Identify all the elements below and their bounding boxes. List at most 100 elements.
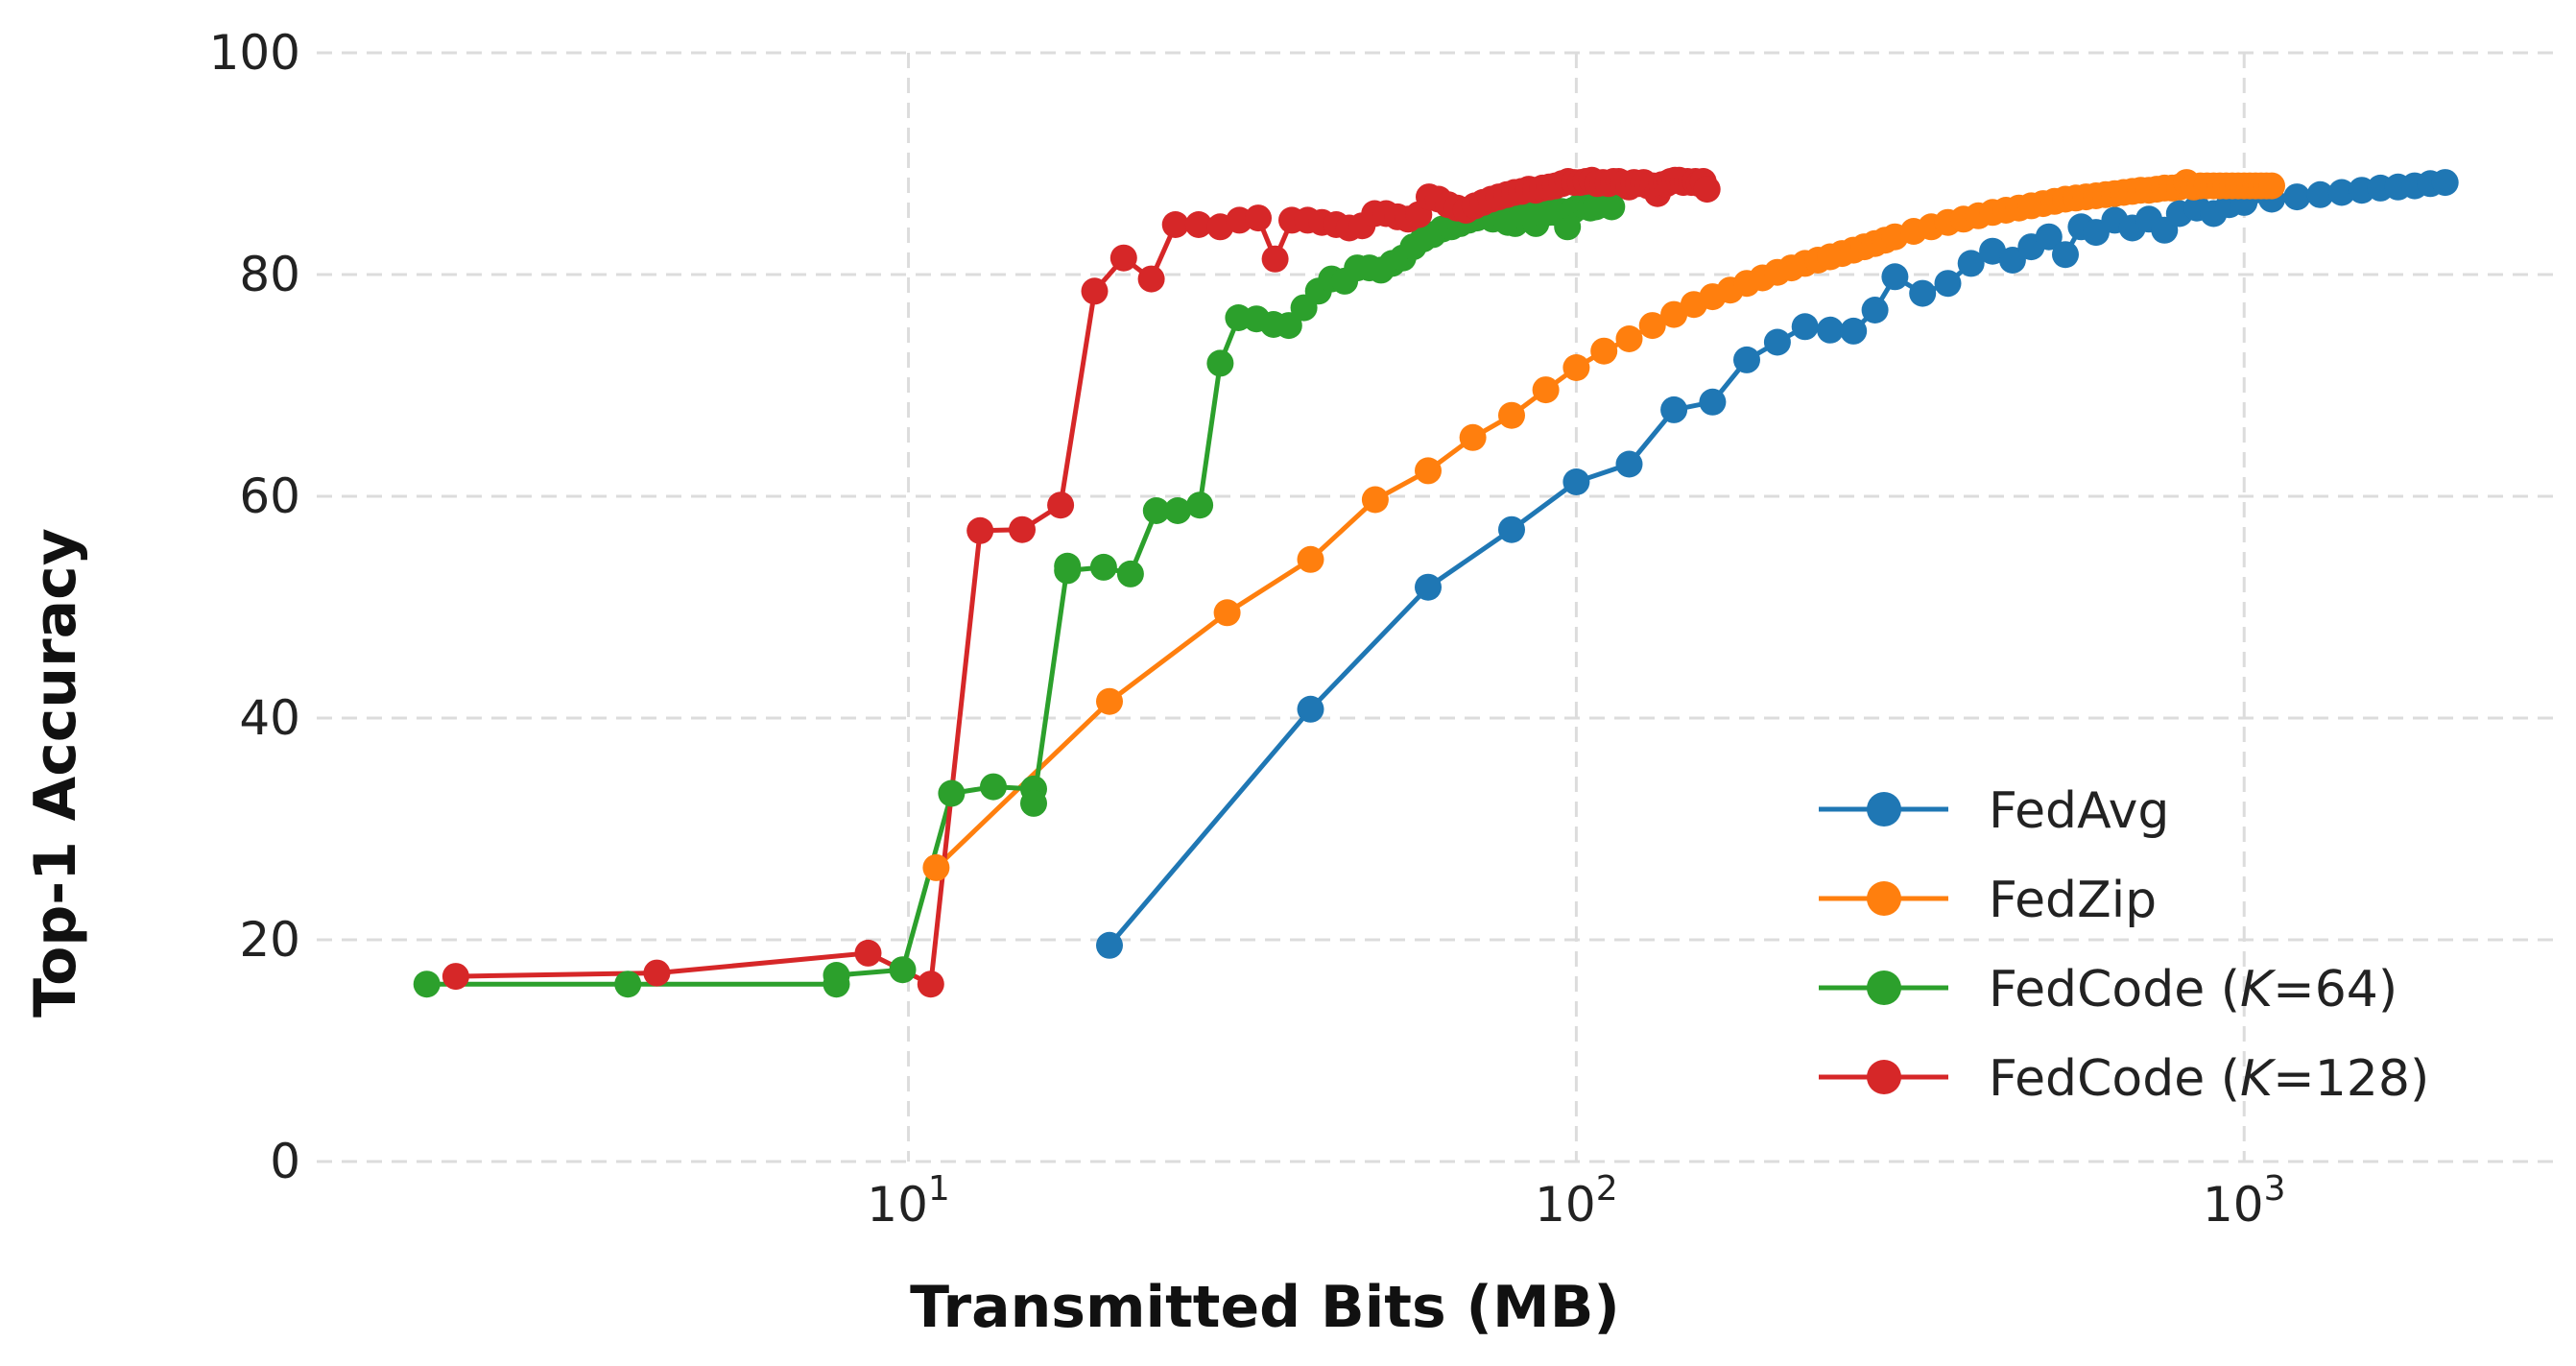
- data-point-fedzip: [922, 853, 950, 881]
- legend-label-fedcode-k64: FedCode (K=64): [1989, 961, 2397, 1019]
- data-point-fedavg: [1817, 316, 1844, 344]
- x-tick-labels: 101 102 103: [867, 1169, 2285, 1233]
- data-point-fedcode-k-64: [614, 971, 642, 998]
- y-axis-title: Top-1 Accuracy: [22, 528, 89, 1018]
- data-point-fedzip: [1498, 401, 1525, 429]
- data-point-fedzip: [1660, 300, 1688, 328]
- data-point-fedzip: [1213, 599, 1241, 627]
- data-point-fedavg: [1733, 346, 1760, 373]
- data-point-fedzip: [1615, 325, 1643, 352]
- data-point-fedcode-k-64: [1206, 349, 1234, 377]
- data-point-fedavg: [1096, 931, 1123, 959]
- series-points-fedavg: [1096, 169, 2459, 959]
- data-point-fedcode-k-64: [1142, 497, 1170, 524]
- legend-label-fedavg: FedAvg: [1989, 782, 2169, 840]
- data-point-fedcode-k-64: [1054, 557, 1082, 585]
- data-point-fedavg: [2283, 183, 2311, 211]
- data-point-fedcode-k-128: [1137, 265, 1165, 293]
- data-point-fedcode-k-128: [1184, 211, 1212, 238]
- data-point-fedcode-k-64: [1275, 312, 1302, 340]
- data-point-fedcode-k-128: [1245, 204, 1272, 232]
- data-point-fedcode-k-64: [1116, 560, 1144, 587]
- y-tick-label-40: 40: [239, 690, 300, 746]
- data-point-fedcode-k-128: [854, 939, 882, 967]
- data-point-fedcode-k-128: [441, 963, 469, 991]
- data-point-fedzip: [1590, 337, 1618, 365]
- legend-marker-fedcode-k64: [1867, 971, 1901, 1005]
- data-point-fedavg: [1763, 328, 1791, 356]
- data-point-fedcode-k-64: [1020, 789, 1047, 817]
- data-point-fedcode-k-64: [1598, 193, 1626, 221]
- data-point-fedcode-k-128: [966, 516, 994, 544]
- y-tick-label-100: 100: [209, 25, 300, 81]
- x-tick-label-1000: 103: [2203, 1169, 2286, 1233]
- data-point-fedzip: [1562, 354, 1590, 381]
- data-point-fedzip: [1459, 423, 1487, 451]
- data-point-fedcode-k-64: [889, 956, 917, 984]
- data-point-fedcode-k-128: [1109, 244, 1137, 272]
- legend-item-fedavg: FedAvg: [1819, 782, 2169, 840]
- data-point-fedavg: [1909, 279, 1937, 307]
- data-point-fedzip: [1638, 312, 1666, 340]
- data-point-fedavg: [2431, 169, 2459, 197]
- data-point-fedavg: [1660, 395, 1688, 423]
- legend-marker-fedcode-k128: [1867, 1060, 1901, 1094]
- data-point-fedzip: [1096, 687, 1123, 715]
- data-point-fedavg: [1998, 247, 2026, 274]
- series-points-fedcode-k-64: [413, 191, 1626, 998]
- data-point-fedavg: [1562, 468, 1590, 495]
- data-point-fedavg: [1934, 270, 1962, 298]
- legend-item-fedcode-k64: FedCode (K=64): [1819, 961, 2397, 1019]
- data-point-fedavg: [1861, 297, 1889, 324]
- data-point-fedcode-k-64: [1164, 497, 1192, 524]
- data-point-fedavg: [1498, 515, 1525, 543]
- legend: FedAvg FedZip FedCode (K=64) FedCode (K=…: [1819, 782, 2429, 1108]
- data-point-fedavg: [2327, 179, 2355, 206]
- data-point-fedcode-k-64: [938, 779, 966, 807]
- y-tick-label-0: 0: [270, 1134, 300, 1189]
- data-point-fedcode-k-64: [1089, 553, 1117, 581]
- data-point-fedcode-k-64: [980, 773, 1007, 801]
- data-point-fedavg: [2035, 223, 2063, 251]
- y-tick-labels: 0 20 40 60 80 100: [209, 25, 300, 1189]
- data-point-fedcode-k-64: [413, 971, 441, 998]
- data-point-fedcode-k-128: [1047, 491, 1075, 519]
- y-tick-label-60: 60: [239, 468, 300, 524]
- series-line-fedzip: [934, 180, 2272, 870]
- data-point-fedavg: [1791, 313, 1819, 341]
- series-points-fedzip: [922, 169, 2285, 881]
- data-point-fedcode-k-64: [823, 962, 850, 989]
- data-point-fedavg: [1699, 388, 1727, 416]
- series-points-fedcode-k-128: [441, 166, 1721, 998]
- data-point-fedavg: [2306, 180, 2334, 208]
- x-tick-label-10: 101: [867, 1169, 950, 1233]
- data-point-fedavg: [2052, 241, 2079, 269]
- legend-marker-fedzip: [1867, 881, 1901, 916]
- data-point-fedcode-k-128: [643, 959, 671, 987]
- data-point-fedavg: [1415, 573, 1442, 601]
- legend-item-fedzip: FedZip: [1819, 872, 2157, 929]
- data-point-fedzip: [1532, 376, 1560, 404]
- x-axis-title: Transmitted Bits (MB): [910, 1274, 1620, 1341]
- series-points: [413, 166, 2459, 998]
- data-point-fedcode-k-128: [1693, 176, 1721, 204]
- legend-label-fedcode-k128: FedCode (K=128): [1989, 1050, 2429, 1108]
- series-line-fedcode-k-128: [455, 178, 1709, 987]
- x-tick-label-100: 102: [1535, 1169, 1618, 1233]
- data-point-fedavg: [1957, 250, 1985, 277]
- y-tick-label-20: 20: [239, 912, 300, 968]
- data-point-fedzip: [1361, 486, 1389, 514]
- data-point-fedcode-k-128: [1261, 245, 1289, 273]
- data-point-fedcode-k-128: [1081, 277, 1109, 305]
- data-point-fedavg: [1615, 450, 1643, 478]
- data-point-fedcode-k-64: [1186, 491, 1214, 519]
- y-tick-label-80: 80: [239, 247, 300, 302]
- data-point-fedavg: [1297, 695, 1324, 723]
- data-point-fedzip: [2258, 172, 2285, 200]
- data-point-fedcode-k-128: [1161, 211, 1189, 238]
- data-point-fedcode-k-128: [917, 971, 944, 998]
- data-point-fedzip: [1297, 545, 1324, 573]
- legend-label-fedzip: FedZip: [1989, 872, 2157, 929]
